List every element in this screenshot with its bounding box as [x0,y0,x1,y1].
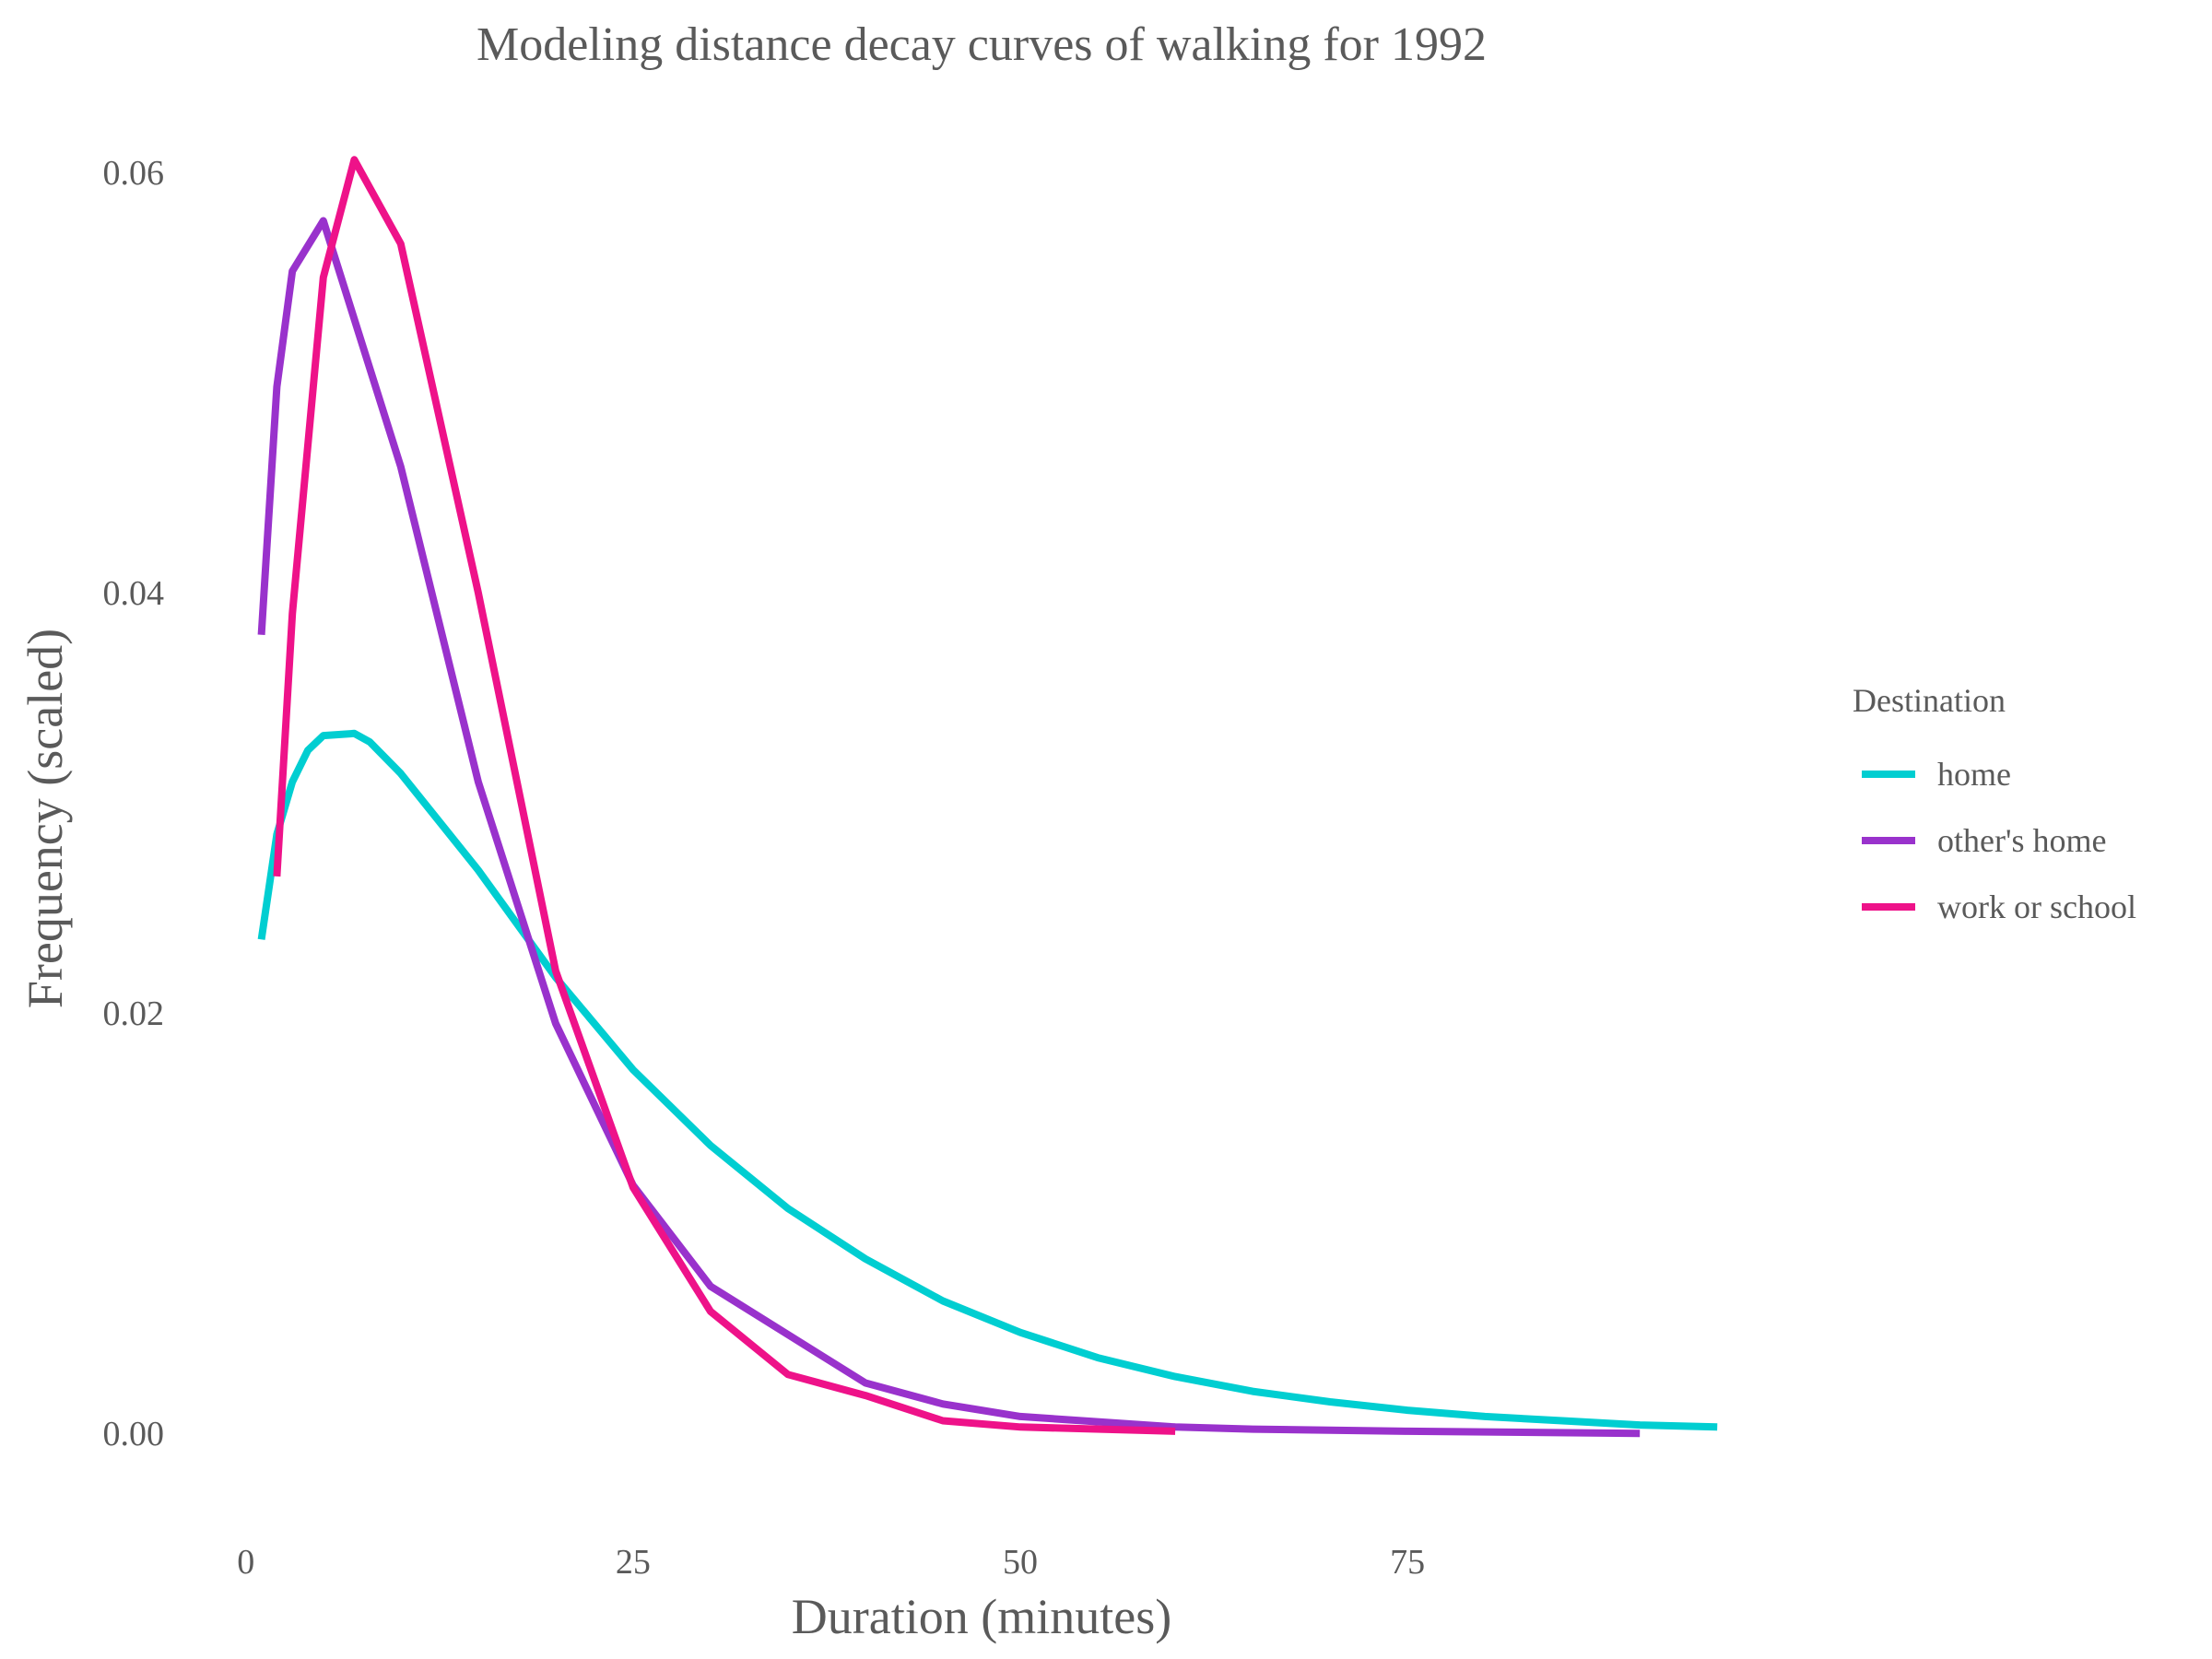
y-tick-label: 0.02 [103,994,165,1033]
chart-title: Modeling distance decay curves of walkin… [477,18,1487,71]
legend-label-work-or-school: work or school [1937,888,2136,925]
y-axis-ticks: 0.00 0.02 0.04 0.06 [103,154,165,1453]
legend: Destination home other's home work or scho… [1853,682,2136,925]
y-axis-title: Frequency (scaled) [18,629,73,1008]
series-line-home [257,729,1718,1431]
x-tick-label: 75 [1390,1543,1425,1582]
y-tick-label: 0.04 [103,574,165,613]
legend-label-other-s-home: other's home [1937,822,2106,859]
x-tick-label: 50 [1003,1543,1038,1582]
legend-items: home other's home work or school [1862,756,2136,925]
y-tick-label: 0.06 [103,154,165,193]
y-tick-label: 0.00 [103,1415,165,1453]
legend-label-home: home [1937,756,2011,793]
legend-title: Destination [1853,682,2006,719]
plot-area [257,156,1718,1438]
series-line-other-s-home [257,217,1641,1438]
x-tick-label: 0 [237,1543,254,1582]
series-line-work-or-school [273,156,1176,1435]
x-axis-title: Duration (minutes) [792,1589,1171,1644]
x-tick-label: 25 [616,1543,651,1582]
x-axis-ticks: 0 25 50 75 [237,1543,1425,1582]
